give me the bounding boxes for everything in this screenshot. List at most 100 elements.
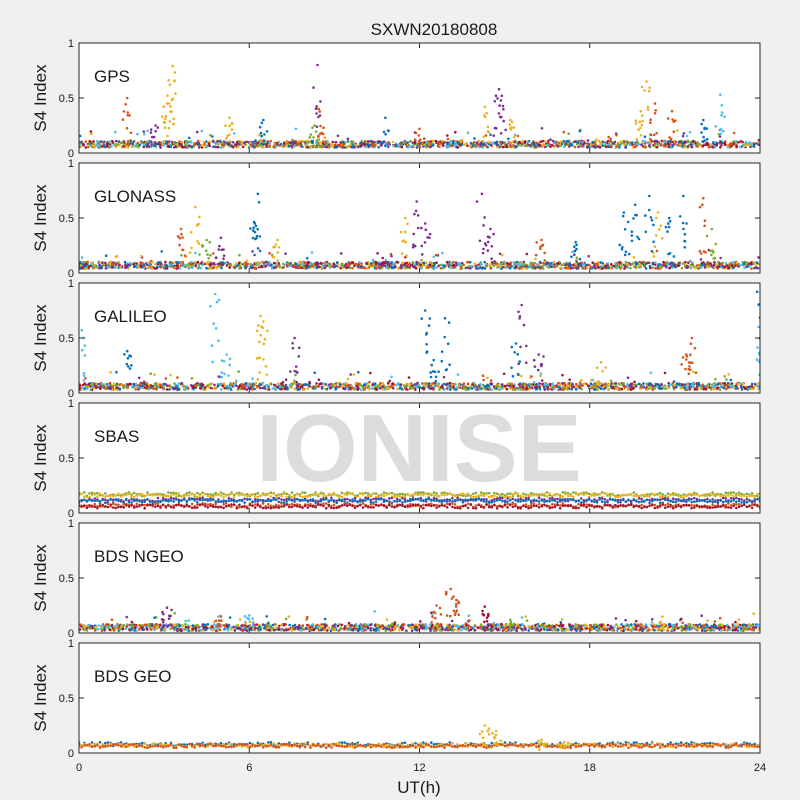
data-point xyxy=(228,357,232,361)
data-point xyxy=(145,145,149,148)
data-point xyxy=(143,132,146,136)
data-point xyxy=(211,135,214,138)
data-point xyxy=(551,139,555,143)
data-point xyxy=(272,245,275,249)
data-point xyxy=(173,145,176,149)
data-point xyxy=(422,388,426,391)
data-point xyxy=(99,264,102,267)
data-point xyxy=(654,267,657,270)
data-point xyxy=(384,142,388,145)
data-point xyxy=(686,145,690,148)
data-point xyxy=(93,384,96,388)
data-point xyxy=(347,263,351,267)
data-point xyxy=(258,340,261,344)
data-point xyxy=(194,251,197,255)
data-point xyxy=(228,266,232,269)
data-point xyxy=(509,118,512,122)
data-point xyxy=(686,265,689,268)
data-point xyxy=(406,141,410,144)
data-point xyxy=(654,261,657,264)
data-point xyxy=(623,267,626,270)
data-point xyxy=(223,372,226,376)
data-point xyxy=(393,262,397,265)
data-point xyxy=(681,134,685,138)
data-point xyxy=(324,388,328,391)
data-point xyxy=(458,384,461,388)
data-point xyxy=(667,145,671,149)
data-point xyxy=(547,266,551,269)
data-point xyxy=(179,143,183,146)
data-point xyxy=(630,141,634,144)
data-point xyxy=(715,141,719,145)
data-point xyxy=(701,383,704,387)
data-point xyxy=(115,386,119,390)
data-point xyxy=(594,388,597,391)
data-point xyxy=(352,373,356,376)
data-point xyxy=(317,143,321,147)
data-point xyxy=(479,382,482,386)
data-point xyxy=(589,265,593,269)
data-point xyxy=(609,384,613,388)
data-point xyxy=(149,140,153,143)
data-point xyxy=(306,387,310,391)
data-point xyxy=(529,261,533,265)
data-point xyxy=(215,142,219,145)
data-point xyxy=(526,140,529,144)
data-point xyxy=(607,145,610,148)
data-point xyxy=(207,386,211,389)
data-point xyxy=(604,382,607,386)
data-point xyxy=(566,263,570,266)
data-point xyxy=(714,242,717,246)
data-point xyxy=(283,145,286,148)
data-point xyxy=(620,140,623,143)
data-point xyxy=(115,370,118,374)
data-point xyxy=(83,382,86,385)
data-point xyxy=(513,263,516,266)
data-point xyxy=(252,226,255,230)
data-point xyxy=(700,261,704,265)
data-point xyxy=(213,264,217,268)
data-point xyxy=(135,262,138,265)
data-point xyxy=(720,104,724,107)
data-point xyxy=(575,267,578,270)
data-point xyxy=(466,382,470,386)
data-point xyxy=(413,141,417,145)
data-point xyxy=(566,143,569,146)
data-point xyxy=(700,122,703,126)
data-point xyxy=(229,263,233,267)
data-point xyxy=(151,385,155,388)
data-point xyxy=(498,388,502,391)
data-point xyxy=(558,385,561,389)
data-point xyxy=(500,253,504,257)
data-point xyxy=(353,146,356,149)
data-point xyxy=(346,377,350,381)
data-point xyxy=(203,386,207,389)
data-point xyxy=(703,266,707,269)
data-point xyxy=(716,386,720,390)
data-point xyxy=(123,145,126,149)
data-point xyxy=(391,382,395,385)
data-point xyxy=(184,265,188,268)
data-point xyxy=(481,251,485,255)
data-point xyxy=(106,266,110,269)
data-point xyxy=(225,386,228,390)
data-point xyxy=(319,261,323,265)
data-point xyxy=(611,386,614,390)
data-point xyxy=(162,140,166,144)
data-point xyxy=(415,260,419,264)
data-point xyxy=(508,141,512,144)
data-point xyxy=(721,111,724,114)
data-point xyxy=(208,260,211,264)
data-point xyxy=(683,239,686,243)
data-point xyxy=(457,141,460,144)
data-point xyxy=(106,145,109,148)
data-point xyxy=(406,384,409,388)
data-point xyxy=(429,140,432,143)
data-point xyxy=(362,266,366,270)
data-point xyxy=(620,247,624,251)
data-point xyxy=(403,230,407,234)
data-point xyxy=(581,384,584,387)
data-point xyxy=(253,139,257,143)
data-point xyxy=(88,140,92,143)
